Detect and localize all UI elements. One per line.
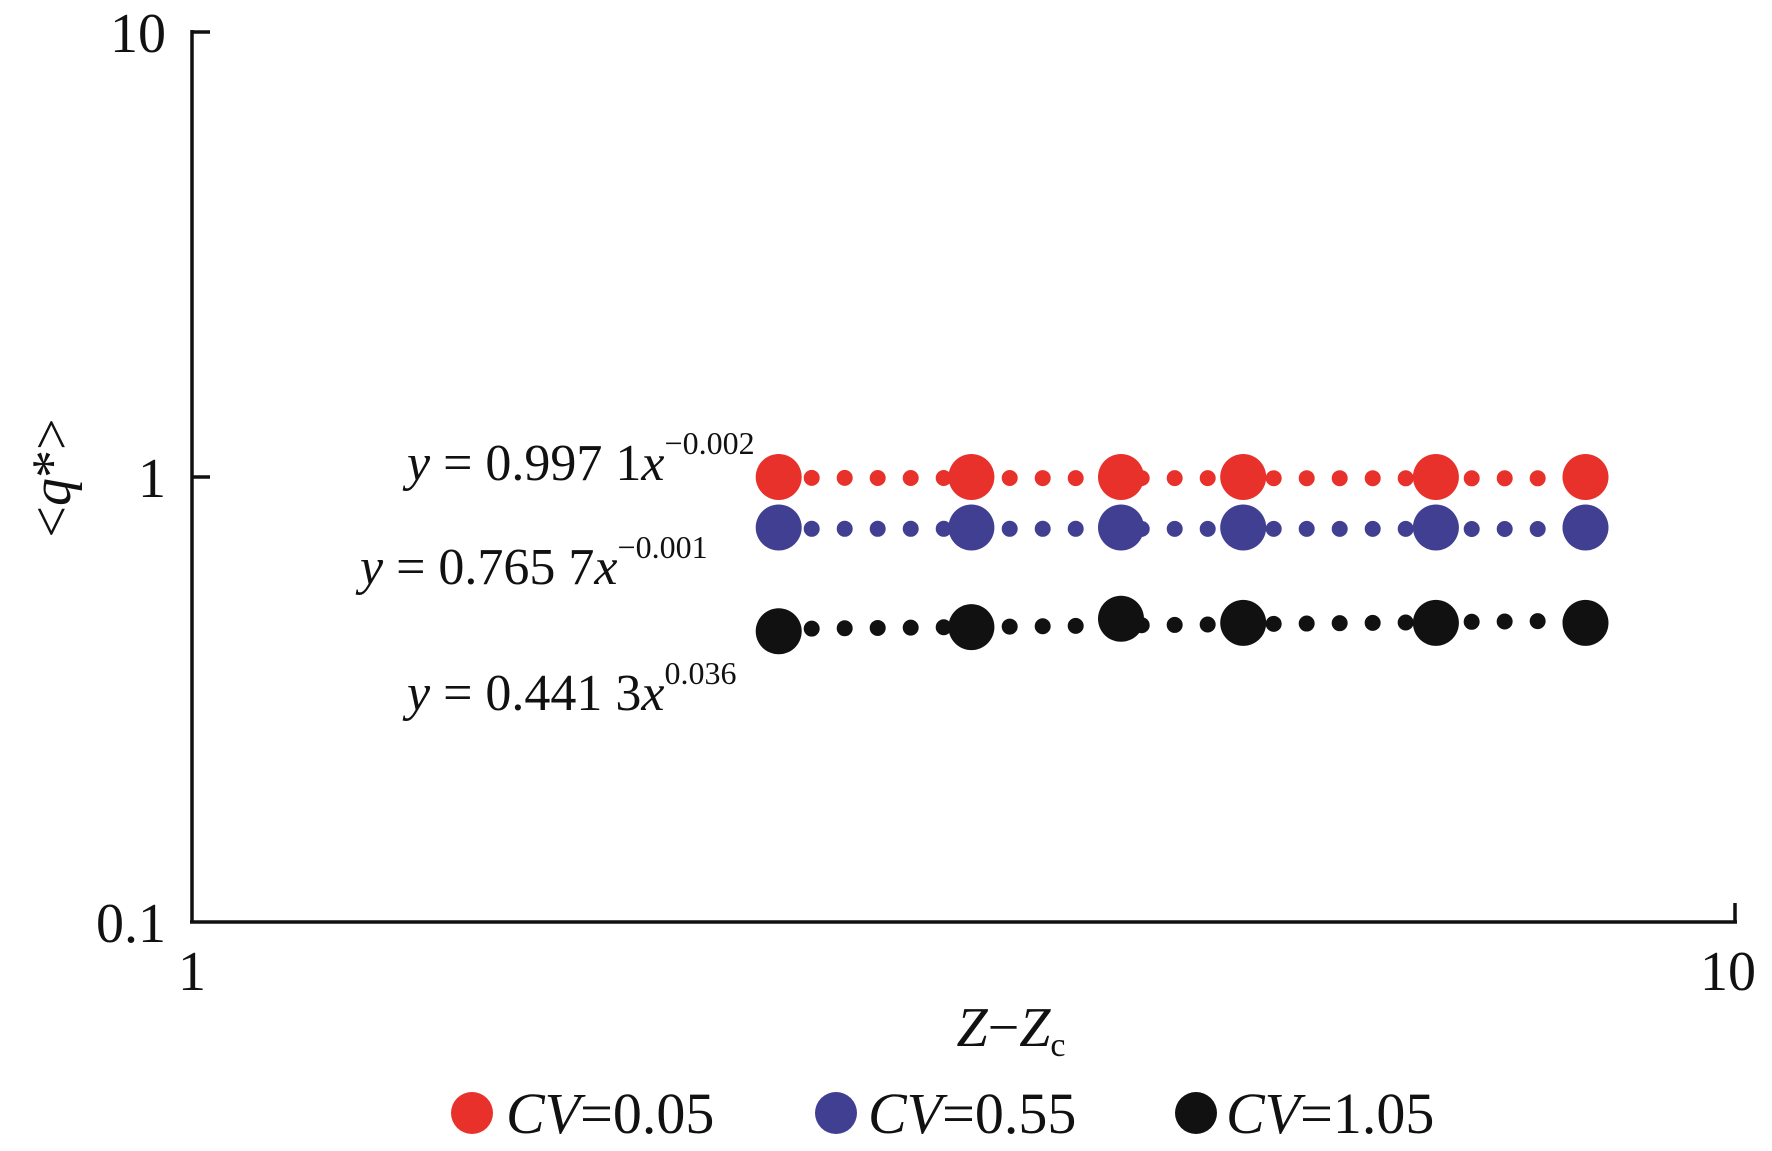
- data-point-cv-0-55: [1562, 504, 1609, 551]
- equation-base: y = 0.441 3x: [402, 665, 665, 722]
- data-point-cv-0-55: [1098, 504, 1144, 551]
- legend-marker: [1175, 1092, 1217, 1134]
- legend-marker: [451, 1092, 493, 1134]
- y-tick-label: 10: [110, 3, 166, 65]
- equation-annotations: y = 0.997 1x−0.002 y = 0.765 7x−0.001 y …: [269, 409, 820, 722]
- data-point-cv-1-05: [948, 604, 995, 651]
- legend-item-cv-0-05: CV=0.05: [451, 1081, 714, 1146]
- equation-cv-0-55: y = 0.765 7x−0.001: [269, 513, 773, 596]
- trendlines: [770, 469, 1594, 637]
- data-point-cv-0-55: [948, 504, 995, 551]
- legend-item-cv-1-05: CV=1.05: [1175, 1081, 1434, 1146]
- data-point-cv-1-05: [1562, 599, 1609, 646]
- y-tick-label: 0.1: [96, 893, 166, 955]
- data-markers: [755, 454, 1609, 655]
- legend-label: CV=0.55: [868, 1081, 1076, 1146]
- data-point-cv-0-05: [1098, 454, 1144, 500]
- data-point-cv-0-05: [1562, 454, 1609, 500]
- trendline-cv-0-05: [770, 469, 1594, 487]
- data-point-cv-1-05: [1098, 595, 1144, 642]
- equation-exponent: 0.036: [665, 655, 737, 691]
- legend: CV=0.05 CV=0.55 CV=1.05: [451, 1081, 1434, 1146]
- y-tick-labels: 10 1 0.1: [96, 3, 166, 955]
- x-tick-label: 10: [1700, 941, 1756, 1003]
- legend-marker: [815, 1092, 857, 1134]
- data-point-cv-0-05: [1412, 454, 1459, 500]
- equation-exponent: −0.002: [665, 425, 755, 461]
- equation-exponent: −0.001: [618, 529, 708, 565]
- data-point-cv-0-05: [1220, 454, 1267, 500]
- data-point-cv-0-55: [1412, 504, 1459, 551]
- data-point-cv-0-55: [755, 504, 802, 551]
- x-tick-labels: 1 10: [178, 941, 1756, 1003]
- data-point-cv-1-05: [1412, 599, 1459, 646]
- data-point-cv-0-55: [1220, 504, 1267, 551]
- x-tick-label: 1: [178, 941, 206, 1003]
- data-point-cv-0-05: [755, 454, 802, 500]
- x-axis-title: Z−Zc: [957, 997, 1066, 1064]
- equation-base: y = 0.765 7x: [355, 539, 618, 596]
- axes: [190, 30, 1737, 924]
- equation-cv-0-05: y = 0.997 1x−0.002: [316, 409, 820, 492]
- data-point-cv-0-05: [948, 454, 995, 500]
- data-point-cv-1-05: [755, 608, 802, 655]
- legend-label: CV=0.05: [506, 1081, 714, 1146]
- legend-item-cv-0-55: CV=0.55: [815, 1081, 1076, 1146]
- data-point-cv-1-05: [1220, 599, 1267, 646]
- equation-base: y = 0.997 1x: [402, 435, 665, 492]
- y-tick-label: 1: [138, 448, 166, 510]
- legend-label: CV=1.05: [1226, 1081, 1434, 1146]
- trendline-cv-1-05: [770, 612, 1594, 637]
- equation-cv-1-05: y = 0.441 3x0.036: [316, 639, 802, 722]
- y-axis-title: <q*>: [21, 418, 83, 537]
